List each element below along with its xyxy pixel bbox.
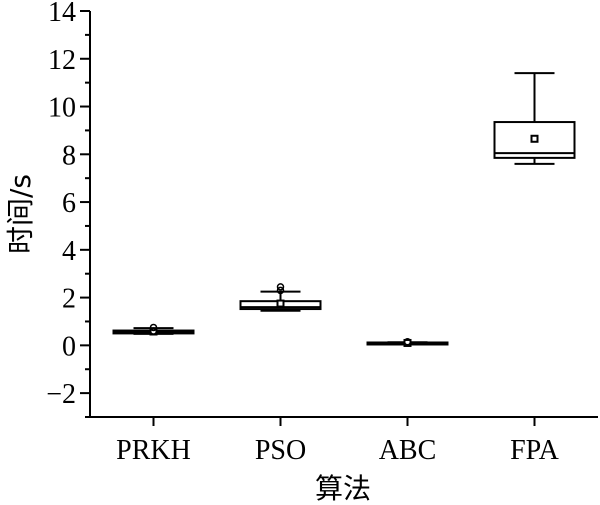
box-group-abc — [366, 338, 449, 347]
mean-marker — [276, 299, 285, 308]
iqr-box — [493, 121, 576, 159]
x-axis: PRKH PSO ABC FPA — [90, 416, 598, 466]
y-tick-label: 4 — [62, 236, 76, 267]
y-tick-label: 2 — [62, 284, 76, 315]
mean-marker — [530, 134, 539, 143]
outlier-point — [276, 283, 285, 291]
y-tick-label: 6 — [62, 188, 76, 219]
y-tick-label: 10 — [48, 93, 76, 124]
outlier-point — [276, 286, 285, 295]
y-tick-label: 8 — [62, 140, 76, 171]
y-tick-label: 0 — [62, 331, 76, 362]
outlier-point — [149, 327, 158, 335]
y-tick-label: 12 — [48, 45, 76, 76]
y-axis-title: 时间/s — [4, 174, 37, 254]
y-tick-label: −2 — [46, 379, 76, 410]
x-tick-label: FPA — [510, 435, 560, 466]
outlier-point — [149, 323, 158, 332]
y-tick-label: 14 — [48, 0, 76, 28]
x-tick-label: PSO — [255, 435, 306, 466]
x-tick-label: PRKH — [116, 435, 191, 466]
outlier-point — [403, 338, 412, 346]
x-tick-label: ABC — [379, 435, 437, 466]
box-group-pso — [239, 283, 322, 312]
box-group-prkh — [112, 323, 195, 336]
y-axis: −2 0 2 4 6 8 10 12 14 — [46, 0, 91, 418]
x-axis-title: 算法 — [315, 472, 371, 505]
box-group-fpa — [493, 72, 576, 165]
boxes-layer — [112, 72, 576, 347]
